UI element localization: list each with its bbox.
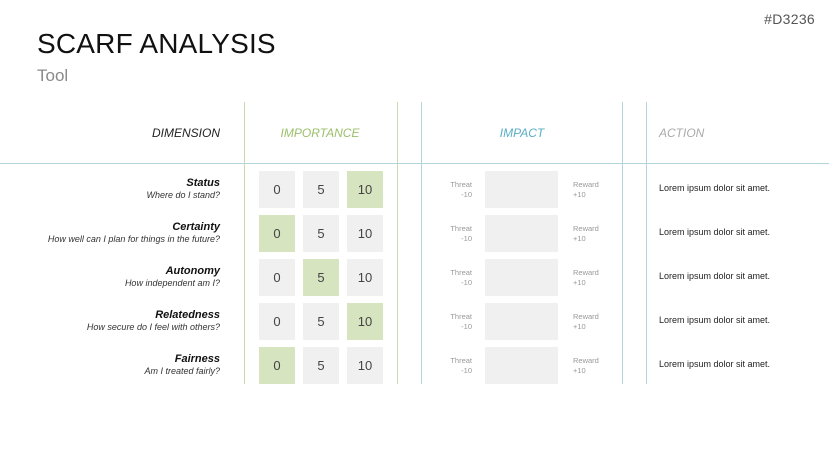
action-text: Lorem ipsum dolor sit amet.	[659, 271, 771, 281]
divider-impact-left	[421, 102, 422, 384]
importance-score-5[interactable]: 5	[303, 215, 339, 252]
reward-label: Reward +10	[573, 224, 599, 244]
dimension-name: Fairness	[174, 353, 220, 365]
reward-value: +10	[573, 278, 586, 287]
reward-value: +10	[573, 322, 586, 331]
action-text: Lorem ipsum dolor sit amet.	[659, 315, 771, 325]
dimension-question: Am I treated fairly?	[144, 366, 220, 376]
reward-label: Reward +10	[573, 180, 599, 200]
importance-score-5[interactable]: 5	[303, 259, 339, 296]
importance-score-10[interactable]: 10	[347, 171, 383, 208]
page-title: SCARF ANALYSIS	[37, 28, 276, 59]
threat-value: -10	[461, 278, 472, 287]
importance-score-5[interactable]: 5	[303, 171, 339, 208]
table-row: Status Where do I stand? 0 5 10 Threat -10 Rewa…	[0, 171, 829, 208]
importance-score-0[interactable]: 0	[259, 303, 295, 340]
importance-score-0[interactable]: 0	[259, 259, 295, 296]
header-importance: IMPORTANCE	[280, 126, 360, 140]
reward-text: Reward	[573, 224, 599, 233]
reward-text: Reward	[573, 356, 599, 365]
threat-label: Threat -10	[432, 312, 472, 332]
threat-label: Threat -10	[432, 356, 472, 376]
dimension-name: Status	[186, 177, 220, 189]
importance-score-10[interactable]: 10	[347, 215, 383, 252]
divider-action	[646, 102, 647, 384]
threat-text: Threat	[450, 224, 472, 233]
table-row: Certainty How well can I plan for things …	[0, 215, 829, 252]
threat-value: -10	[461, 366, 472, 375]
impact-slider[interactable]	[485, 259, 558, 296]
impact-slider[interactable]	[485, 347, 558, 384]
impact-slider[interactable]	[485, 303, 558, 340]
threat-label: Threat -10	[432, 180, 472, 200]
reward-text: Reward	[573, 312, 599, 321]
reward-value: +10	[573, 190, 586, 199]
header-dimension: DIMENSION	[151, 126, 220, 140]
dimension-name: Autonomy	[165, 265, 220, 277]
reward-value: +10	[573, 366, 586, 375]
header-divider	[0, 163, 829, 164]
threat-text: Threat	[450, 312, 472, 321]
reward-text: Reward	[573, 180, 599, 189]
dimension-name: Certainty	[172, 221, 220, 233]
header-impact: IMPACT	[499, 126, 545, 140]
threat-text: Threat	[450, 356, 472, 365]
threat-value: -10	[461, 234, 472, 243]
divider-dimension	[244, 102, 245, 384]
dimension-question: Where do I stand?	[146, 190, 220, 200]
impact-slider[interactable]	[485, 171, 558, 208]
importance-score-10[interactable]: 10	[347, 259, 383, 296]
table-row: Autonomy How independent am I? 0 5 10 Threat -…	[0, 259, 829, 296]
reward-label: Reward +10	[573, 268, 599, 288]
threat-label: Threat -10	[432, 268, 472, 288]
impact-slider[interactable]	[485, 215, 558, 252]
importance-score-5[interactable]: 5	[303, 303, 339, 340]
reward-label: Reward +10	[573, 356, 599, 376]
threat-text: Threat	[450, 268, 472, 277]
dimension-name: Relatedness	[155, 309, 220, 321]
dimension-question: How independent am I?	[124, 278, 220, 288]
threat-text: Threat	[450, 180, 472, 189]
reward-label: Reward +10	[573, 312, 599, 332]
importance-score-5[interactable]: 5	[303, 347, 339, 384]
threat-value: -10	[461, 190, 472, 199]
divider-impact-right	[622, 102, 623, 384]
header-action: ACTION	[659, 126, 705, 140]
importance-score-0[interactable]: 0	[259, 215, 295, 252]
action-text: Lorem ipsum dolor sit amet.	[659, 183, 771, 193]
dimension-question: How well can I plan for things in the fu…	[47, 234, 220, 244]
dimension-question: How secure do I feel with others?	[86, 322, 220, 332]
action-text: Lorem ipsum dolor sit amet.	[659, 359, 771, 369]
divider-importance	[397, 102, 398, 384]
importance-score-0[interactable]: 0	[259, 171, 295, 208]
importance-score-10[interactable]: 10	[347, 303, 383, 340]
document-code: #D3236	[764, 11, 815, 27]
action-text: Lorem ipsum dolor sit amet.	[659, 227, 771, 237]
table-row: Relatedness How secure do I feel with oth…	[0, 303, 829, 340]
reward-value: +10	[573, 234, 586, 243]
page-subtitle: Tool	[37, 66, 69, 85]
threat-label: Threat -10	[432, 224, 472, 244]
importance-score-0[interactable]: 0	[259, 347, 295, 384]
importance-score-10[interactable]: 10	[347, 347, 383, 384]
table-row: Fairness Am I treated fairly? 0 5 10 Threat -1…	[0, 347, 829, 384]
threat-value: -10	[461, 322, 472, 331]
reward-text: Reward	[573, 268, 599, 277]
